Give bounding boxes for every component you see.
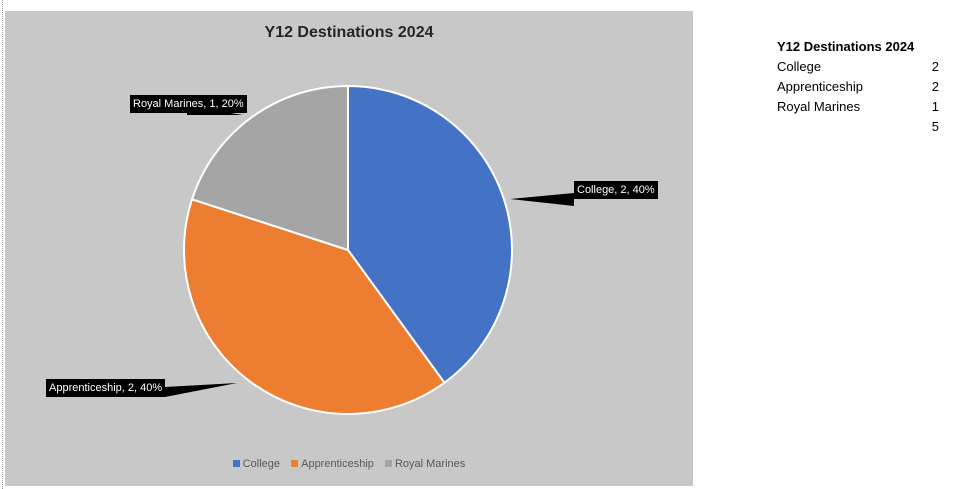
legend-item-apprenticeship[interactable]: Apprenticeship [291, 458, 374, 470]
table-total-value[interactable]: 5 [931, 119, 939, 134]
legend-label-college: College [242, 458, 281, 470]
table-cell-label[interactable]: Royal Marines [777, 99, 861, 114]
legend-swatch-apprenticeship [291, 460, 299, 467]
chart-area[interactable]: Y12 Destinations 2024 College, 2, 40% Ap… [5, 11, 693, 486]
legend-label-royal-marines: Royal Marines [394, 458, 466, 470]
table-row[interactable]: Apprenticeship 2 [777, 77, 939, 97]
page-break-line [2, 0, 3, 489]
table-row[interactable]: Royal Marines 1 [777, 97, 939, 117]
data-label-apprenticeship[interactable]: Apprenticeship, 2, 40% [46, 379, 166, 397]
legend-label-apprenticeship: Apprenticeship [301, 458, 374, 470]
leader-line-college [510, 193, 574, 206]
table-row-total[interactable]: 5 [777, 117, 939, 137]
data-label-college[interactable]: College, 2, 40% [574, 181, 658, 199]
pie-slice-college[interactable] [347, 85, 513, 384]
data-table: Y12 Destinations 2024 College 2 Apprenti… [777, 37, 939, 137]
table-row[interactable]: College 2 [777, 57, 939, 77]
table-cell-label[interactable]: Apprenticeship [777, 79, 863, 94]
table-cell-value[interactable]: 1 [931, 99, 939, 114]
legend-swatch-royal-marines [384, 460, 392, 467]
leader-line-apprenticeship [165, 383, 237, 397]
pie-slice-apprenticeship[interactable] [183, 198, 446, 415]
table-cell-value[interactable]: 2 [931, 79, 939, 94]
data-label-royal-marines[interactable]: Royal Marines, 1, 20% [130, 95, 247, 113]
pie-chart-plot [165, 85, 574, 415]
table-cell-label[interactable]: College [777, 59, 822, 74]
legend-swatch-college [232, 460, 240, 467]
table-title[interactable]: Y12 Destinations 2024 [777, 39, 915, 54]
chart-legend[interactable]: College Apprenticeship Royal Marines [5, 458, 693, 470]
legend-item-royal-marines[interactable]: Royal Marines [384, 458, 466, 470]
chart-title[interactable]: Y12 Destinations 2024 [264, 24, 434, 41]
table-cell-value[interactable]: 2 [931, 59, 939, 74]
legend-item-college[interactable]: College [232, 458, 281, 470]
pie-slice-royal-marines[interactable] [191, 85, 349, 251]
